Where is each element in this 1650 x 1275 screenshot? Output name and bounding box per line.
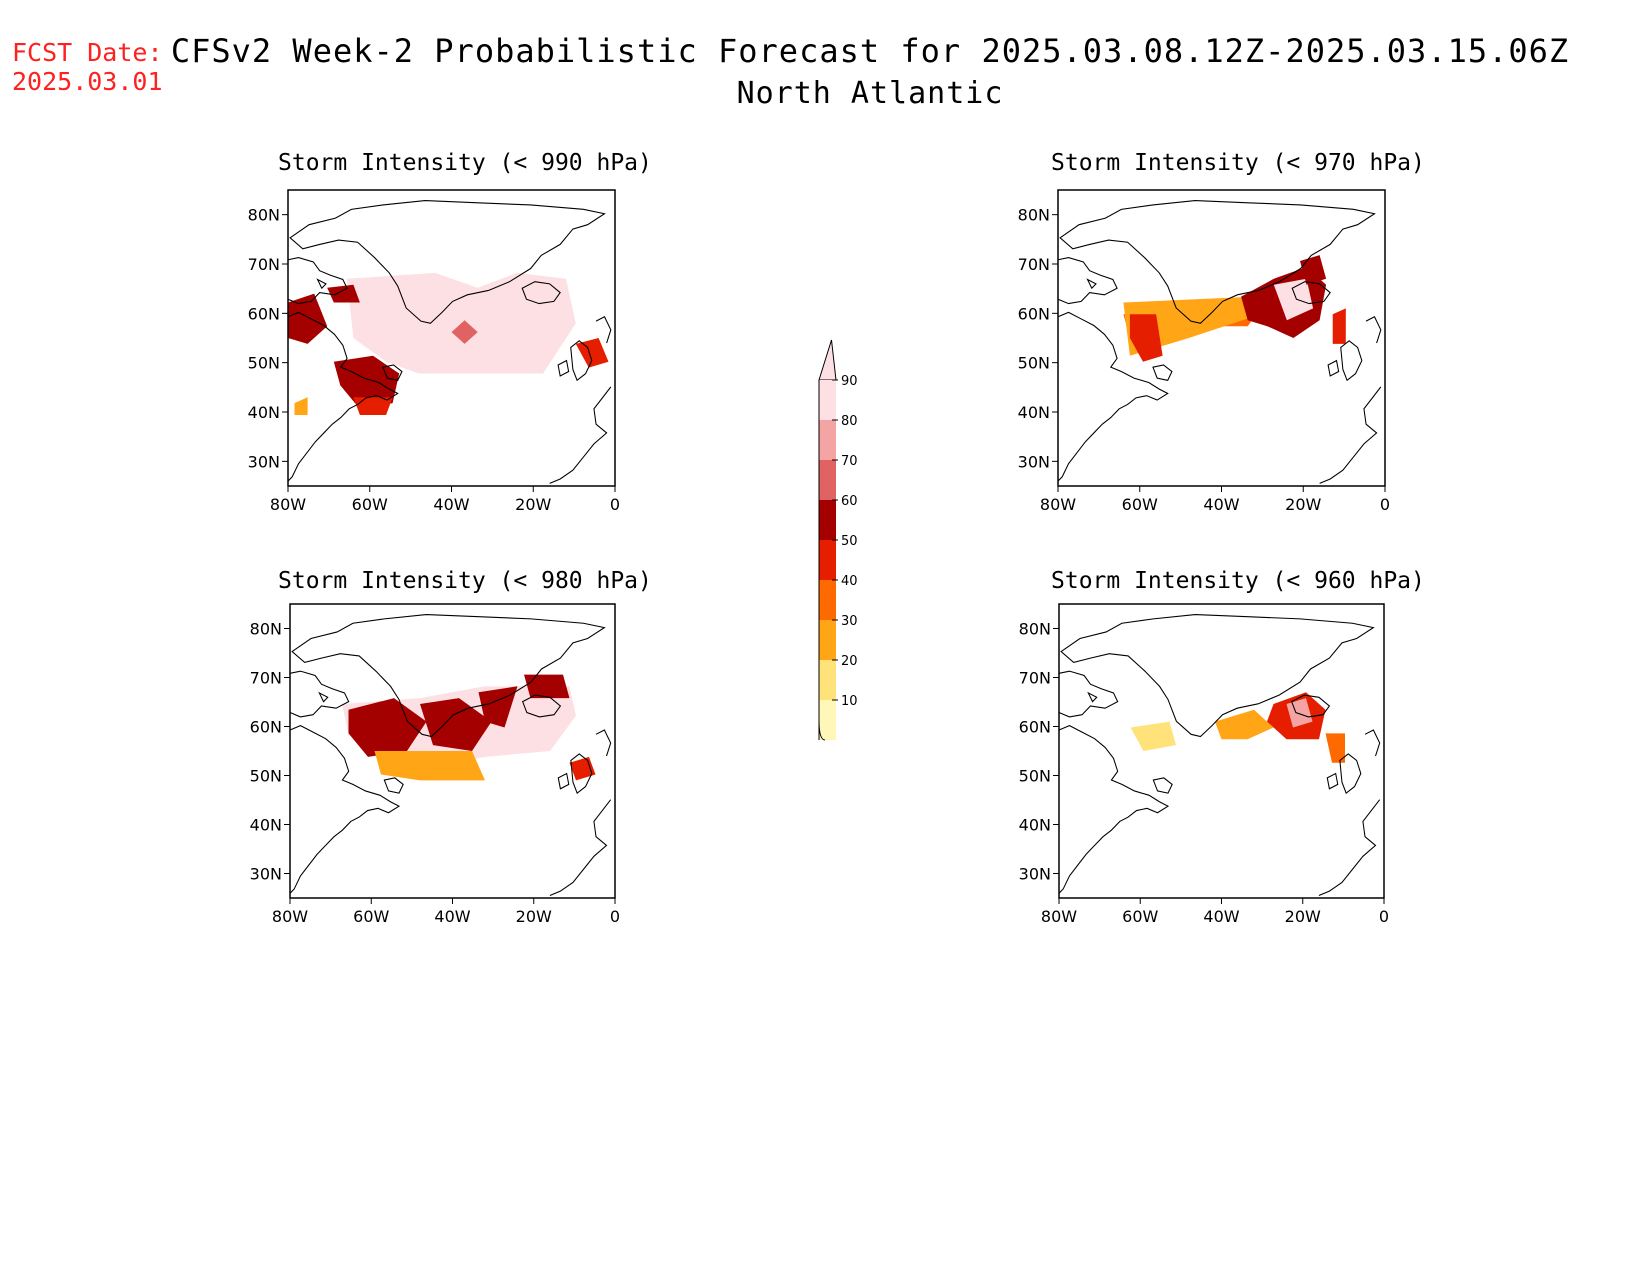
lon-label: 60W	[1122, 907, 1158, 926]
lon-label: 0	[610, 907, 620, 926]
lon-label: 0	[610, 495, 620, 514]
lat-label: 80N	[1018, 206, 1050, 225]
probability-area	[333, 355, 400, 409]
lat-label: 70N	[248, 255, 280, 274]
colorbar-bin	[819, 500, 836, 540]
probability-area	[524, 674, 570, 699]
lon-label: 40W	[434, 907, 470, 926]
lat-label: 30N	[248, 452, 280, 471]
colorbar-bin	[819, 420, 836, 460]
lon-label: 40W	[1203, 907, 1239, 926]
colorbar-label: 10	[841, 694, 858, 709]
probability-area	[1300, 255, 1327, 285]
probability-area	[348, 698, 427, 757]
colorbar-label: 90	[841, 374, 858, 389]
lat-label: 50N	[1019, 767, 1051, 786]
lat-label: 30N	[1018, 452, 1050, 471]
colorbar-bin	[819, 620, 836, 660]
lat-label: 30N	[250, 865, 282, 884]
colorbar-top-arrow	[818, 339, 837, 381]
forecast-date-label: FCST Date:	[12, 38, 163, 67]
colorbar-bin	[819, 380, 836, 420]
lat-label: 60N	[248, 304, 280, 323]
lat-label: 70N	[1018, 255, 1050, 274]
lon-label: 80W	[1041, 907, 1077, 926]
colorbar-bin	[819, 580, 836, 620]
colorbar-bin	[819, 540, 836, 580]
lat-label: 80N	[248, 206, 280, 225]
lon-label: 20W	[1285, 907, 1321, 926]
colorbar-label: 70	[841, 454, 858, 469]
lon-label: 60W	[1122, 495, 1158, 514]
panel-title-970: Storm Intensity (< 970 hPa)	[1051, 150, 1425, 176]
probability-area	[327, 284, 360, 303]
lon-label: 80W	[272, 907, 308, 926]
probability-area	[569, 756, 596, 781]
lat-label: 70N	[250, 669, 282, 688]
probability-area	[1332, 308, 1346, 344]
map-panel-3: 80N 70N 60N 50N 40N 30N 80W 60W 40W 20W 0	[1019, 603, 1389, 926]
colorbar-label: 30	[841, 614, 858, 629]
probability-area	[1215, 709, 1274, 740]
lat-label: 40N	[248, 403, 280, 422]
map-panel-0: 80N 70N 60N 50N 40N 30N 80W 60W 40W 20W 0	[248, 189, 620, 514]
lon-label: 0	[1379, 907, 1389, 926]
map-background	[1058, 190, 1385, 486]
panel-title-980: Storm Intensity (< 980 hPa)	[278, 568, 652, 594]
map-panel-1: 80N 70N 60N 50N 40N 30N 80W 60W 40W 20W 0	[1018, 189, 1390, 514]
lat-label: 40N	[1018, 403, 1050, 422]
lon-label: 60W	[353, 907, 389, 926]
probability-area	[575, 338, 609, 368]
map-panel-2: 80N 70N 60N 50N 40N 30N 80W 60W 40W 20W 0	[250, 603, 620, 926]
colorbar-bin	[819, 460, 836, 500]
lat-label: 50N	[250, 767, 282, 786]
colorbar-bin	[819, 700, 836, 740]
colorbar-label: 50	[841, 534, 858, 549]
colorbar-label: 20	[841, 654, 858, 669]
lat-label: 40N	[1019, 816, 1051, 835]
forecast-date: FCST Date: 2025.03.01	[12, 38, 163, 96]
lat-label: 30N	[1019, 865, 1051, 884]
page-title: CFSv2 Week-2 Probabilistic Forecast for …	[170, 32, 1570, 70]
lon-label: 20W	[1285, 495, 1321, 514]
lat-label: 60N	[1019, 718, 1051, 737]
lon-label: 80W	[1040, 495, 1076, 514]
lat-label: 60N	[250, 718, 282, 737]
panel-title-960: Storm Intensity (< 960 hPa)	[1051, 568, 1425, 594]
probability-area	[288, 293, 328, 344]
probability-area	[1130, 721, 1176, 751]
lat-label: 80N	[1019, 620, 1051, 639]
page-subtitle: North Atlantic	[736, 76, 1004, 111]
lon-label: 20W	[515, 495, 551, 514]
lat-label: 50N	[1018, 354, 1050, 373]
colorbar-label: 80	[841, 414, 858, 429]
lat-label: 50N	[248, 354, 280, 373]
lon-label: 0	[1380, 495, 1390, 514]
lon-label: 80W	[270, 495, 306, 514]
probability-area	[451, 320, 478, 344]
colorbar-label: 40	[841, 574, 858, 589]
probability-area	[374, 751, 485, 781]
probability-area	[420, 698, 492, 751]
probability-area	[1325, 733, 1345, 763]
colorbar-label: 60	[841, 494, 858, 509]
probability-area	[1273, 278, 1314, 321]
lon-label: 40W	[433, 495, 469, 514]
probability-area	[353, 397, 393, 415]
colorbar: 10 20 30 40 50 60 70 80 90	[818, 339, 858, 741]
lon-label: 40W	[1203, 495, 1239, 514]
panel-title-990: Storm Intensity (< 990 hPa)	[278, 150, 652, 176]
lat-label: 80N	[250, 620, 282, 639]
lon-label: 20W	[516, 907, 552, 926]
lat-label: 70N	[1019, 669, 1051, 688]
probability-area	[1129, 314, 1163, 362]
forecast-date-value: 2025.03.01	[12, 67, 163, 96]
colorbar-bin	[819, 660, 836, 700]
lat-label: 60N	[1018, 304, 1050, 323]
probability-area	[294, 397, 308, 415]
lon-label: 60W	[352, 495, 388, 514]
lat-label: 40N	[250, 816, 282, 835]
